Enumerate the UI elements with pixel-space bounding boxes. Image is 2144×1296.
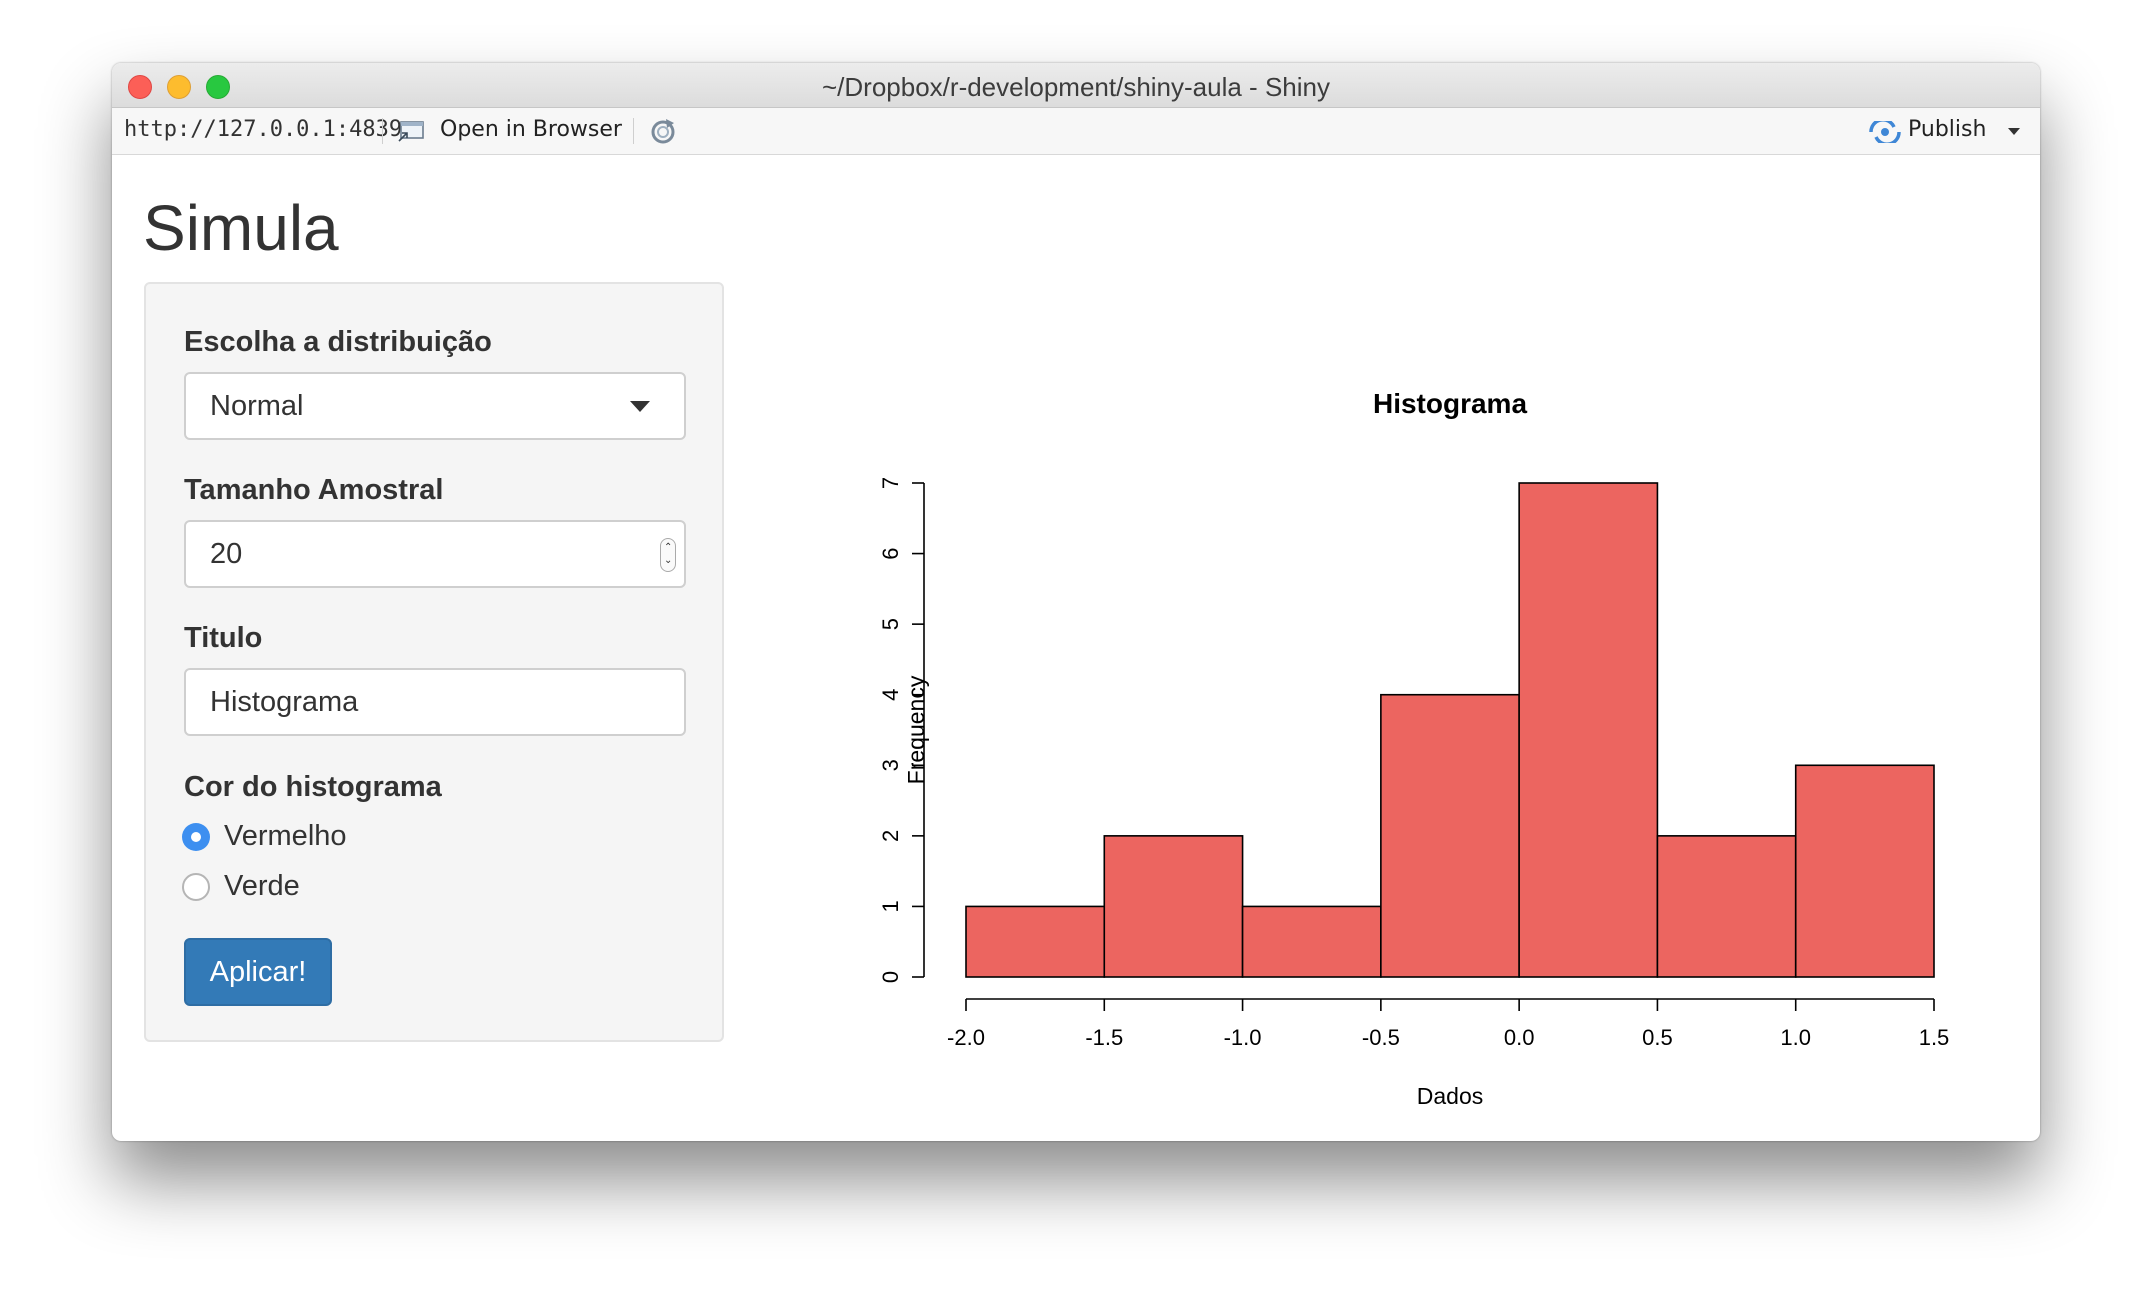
close-window-button[interactable] — [128, 75, 152, 99]
distribution-label: Escolha a distribuição — [184, 326, 492, 358]
title-label: Titulo — [184, 622, 263, 654]
y-tick-label: 2 — [878, 830, 903, 842]
x-tick-label: -2.0 — [947, 1025, 985, 1050]
stepper-down-icon[interactable]: ⌄ — [664, 555, 673, 566]
radio-label: Vermelho — [224, 820, 347, 852]
title-input[interactable]: Histograma — [184, 668, 686, 736]
y-tick-label: 1 — [878, 900, 903, 912]
histogram-bar — [965, 905, 1106, 978]
y-tick-label: 7 — [878, 477, 903, 489]
refresh-icon[interactable] — [648, 117, 678, 147]
x-tick-label: -1.0 — [1224, 1025, 1262, 1050]
x-tick-label: 1.5 — [1919, 1025, 1950, 1050]
x-tick-label: -1.5 — [1085, 1025, 1123, 1050]
distribution-select-value: Normal — [210, 390, 304, 422]
y-tick-label: 4 — [878, 689, 903, 701]
toolbar-divider — [382, 118, 383, 144]
radio-label: Verde — [224, 870, 300, 902]
app-window: ~/Dropbox/r-development/shiny-aula - Shi… — [112, 63, 2040, 1141]
x-tick-label: 0.0 — [1504, 1025, 1535, 1050]
y-axis-label: Frequency — [903, 675, 929, 784]
viewer-toolbar: http://127.0.0.1:4839 Open in Browser Pu… — [112, 108, 2040, 155]
histogram-chart: 0 1 2 3 4 5 6 7 -2.0 -1.5 -1.0 -0.5 0.0 0.5 1.0 1.5 Hist… — [878, 388, 1950, 1109]
apply-button[interactable]: Aplicar! — [184, 938, 332, 1006]
histogram-bar — [1380, 693, 1520, 978]
open-in-browser-icon[interactable] — [397, 119, 427, 143]
chart-title: Histograma — [1373, 388, 1527, 419]
y-tick-label: 5 — [878, 618, 903, 630]
histogram-bar — [1518, 482, 1659, 978]
x-tick-label: 1.0 — [1780, 1025, 1811, 1050]
window-title: ~/Dropbox/r-development/shiny-aula - Shi… — [822, 72, 1330, 102]
radio-unchecked-icon[interactable] — [182, 873, 210, 901]
histogram-bar — [1794, 764, 1935, 978]
app-url[interactable]: http://127.0.0.1:4839 — [124, 117, 403, 142]
histogram-bar — [1103, 835, 1244, 978]
sidebar-panel: Escolha a distribuição Normal Tamanho Am… — [144, 282, 724, 1042]
x-tick-label: -0.5 — [1362, 1025, 1400, 1050]
distribution-select[interactable]: Normal — [184, 372, 686, 440]
page-title: Simula — [143, 192, 339, 264]
number-stepper[interactable]: ⌃ ⌄ — [660, 538, 676, 572]
y-tick-label: 6 — [878, 547, 903, 559]
zoom-window-button[interactable] — [206, 75, 230, 99]
x-tick-label: 0.5 — [1642, 1025, 1673, 1050]
title-bar: ~/Dropbox/r-development/shiny-aula - Shi… — [112, 63, 2040, 108]
sample-size-value: 20 — [210, 538, 243, 570]
publish-icon[interactable] — [1868, 121, 1902, 143]
title-input-value: Histograma — [210, 686, 359, 718]
toolbar-divider — [633, 118, 634, 144]
radio-checked-icon[interactable] — [182, 823, 210, 851]
sample-size-label: Tamanho Amostral — [184, 474, 444, 506]
open-in-browser-button[interactable]: Open in Browser — [440, 117, 622, 142]
histogram-bar — [1656, 835, 1797, 978]
y-tick-label: 3 — [878, 759, 903, 771]
chevron-down-icon — [630, 401, 650, 412]
sample-size-input[interactable]: 20 ⌃ ⌄ — [184, 520, 686, 588]
publish-button[interactable]: Publish — [1908, 117, 1987, 142]
stepper-up-icon[interactable]: ⌃ — [664, 542, 673, 553]
histogram-bar — [1241, 905, 1382, 978]
publish-dropdown-icon[interactable] — [2008, 128, 2020, 135]
color-label: Cor do histograma — [184, 771, 442, 803]
minimize-window-button[interactable] — [167, 75, 191, 99]
x-axis-label: Dados — [1417, 1083, 1483, 1109]
y-tick-label: 0 — [878, 971, 903, 983]
